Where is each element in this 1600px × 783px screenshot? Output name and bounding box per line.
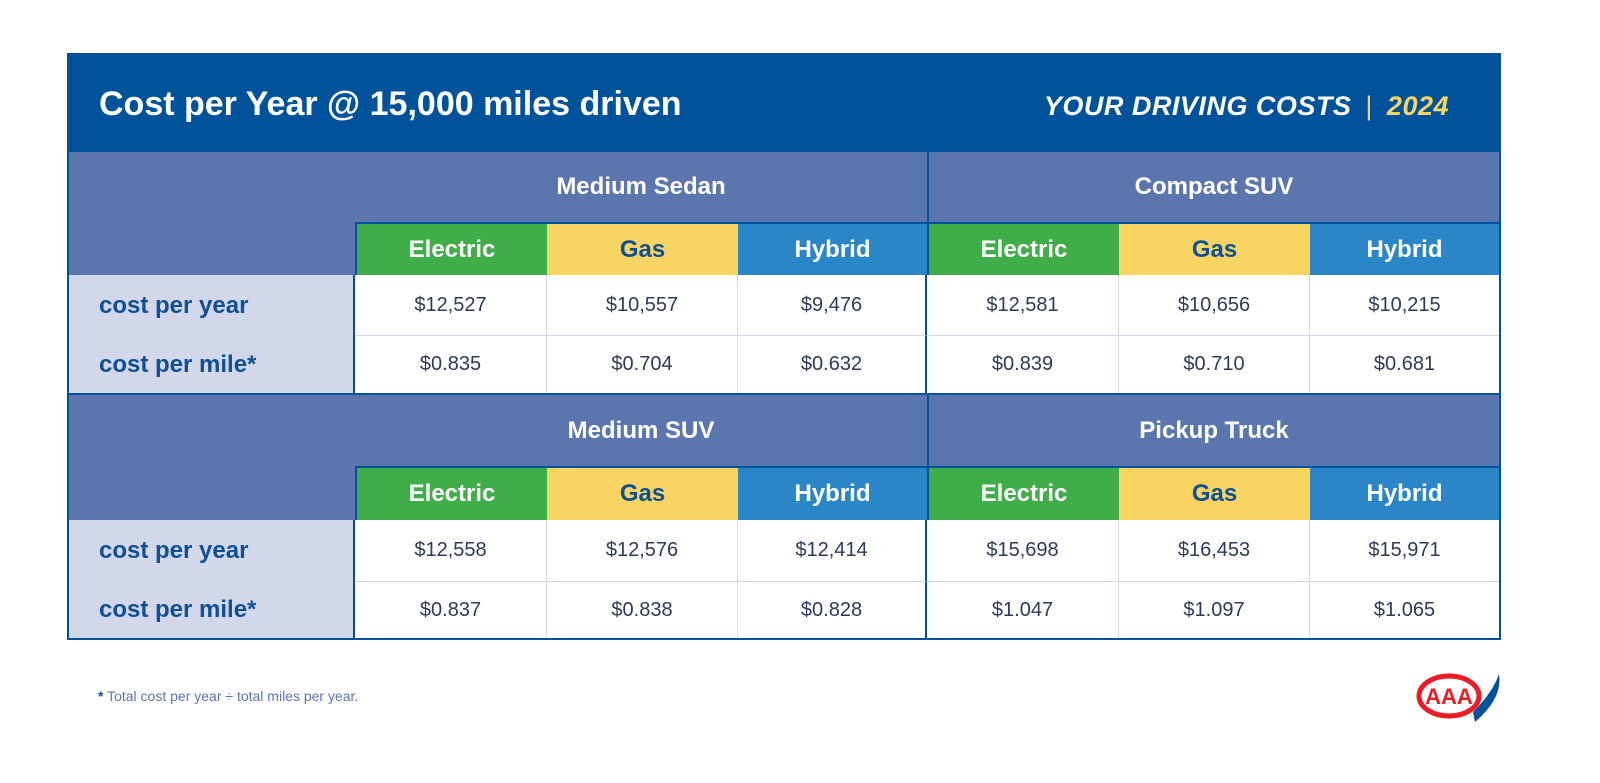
header-spacer: [69, 152, 355, 275]
fuel-type-header: Hybrid: [738, 468, 927, 520]
aaa-logo: AAA: [1416, 673, 1500, 722]
value-cell: $0.839: [927, 336, 1119, 393]
table-header: Cost per Year @ 15,000 miles driven YOUR…: [69, 55, 1499, 152]
fuel-type-header: Gas: [547, 224, 738, 275]
value-cell: $9,476: [738, 275, 927, 336]
value-cell: $10,656: [1119, 275, 1310, 336]
value-cell: $1.097: [1119, 582, 1310, 638]
value-cell: $12,581: [927, 275, 1119, 336]
category-header: Medium SUV: [355, 395, 927, 468]
value-cell: $15,698: [927, 520, 1119, 582]
fuel-type-header: Electric: [355, 468, 547, 520]
fuel-type-header: Electric: [355, 224, 547, 275]
category-header: Compact SUV: [927, 152, 1499, 224]
value-cell: $10,215: [1310, 275, 1499, 336]
value-cell: $12,558: [355, 520, 547, 582]
value-cell: $0.704: [547, 336, 738, 393]
value-cell: $1.047: [927, 582, 1119, 638]
brand-text: YOUR DRIVING COSTS: [1043, 91, 1352, 121]
footnote-mark: *: [98, 688, 104, 704]
table-block: Medium Sedan Compact SUV Electric Gas Hybrid…: [69, 152, 1499, 395]
value-cell: $0.835: [355, 336, 547, 393]
year: 2024: [1386, 91, 1449, 121]
fuel-type-header: Gas: [547, 468, 738, 520]
value-cell: $0.838: [547, 582, 738, 638]
fuel-type-header: Electric: [927, 224, 1119, 275]
value-cell: $12,527: [355, 275, 547, 336]
value-cell: $16,453: [1119, 520, 1310, 582]
value-cell: $0.632: [738, 336, 927, 393]
row-label: cost per year: [69, 520, 355, 582]
footnote: * Total cost per year ÷ total miles per …: [98, 688, 358, 704]
table-block: Medium SUV Pickup Truck Electric Gas Hybrid E…: [69, 395, 1499, 638]
value-cell: $1.065: [1310, 582, 1499, 638]
value-cell: $12,414: [738, 520, 927, 582]
value-cell: $12,576: [547, 520, 738, 582]
row-label: cost per mile*: [69, 336, 355, 393]
brand-banner: YOUR DRIVING COSTS | 2024: [1044, 91, 1449, 122]
cost-table: Cost per Year @ 15,000 miles driven YOUR…: [67, 53, 1501, 640]
value-cell: $0.828: [738, 582, 927, 638]
separator: |: [1365, 91, 1373, 121]
fuel-type-header: Electric: [927, 468, 1119, 520]
category-header: Medium Sedan: [355, 152, 927, 224]
fuel-type-header: Hybrid: [1310, 224, 1499, 275]
category-header: Pickup Truck: [927, 395, 1499, 468]
row-label: cost per year: [69, 275, 355, 336]
header-spacer: [69, 395, 355, 520]
row-label: cost per mile*: [69, 582, 355, 638]
fuel-type-header: Gas: [1119, 224, 1310, 275]
fuel-type-header: Hybrid: [1310, 468, 1499, 520]
value-cell: $0.710: [1119, 336, 1310, 393]
value-cell: $0.837: [355, 582, 547, 638]
value-cell: $0.681: [1310, 336, 1499, 393]
fuel-type-header: Hybrid: [738, 224, 927, 275]
value-cell: $10,557: [547, 275, 738, 336]
value-cell: $15,971: [1310, 520, 1499, 582]
fuel-type-header: Gas: [1119, 468, 1310, 520]
table-body: Medium Sedan Compact SUV Electric Gas Hybrid…: [69, 152, 1499, 638]
footnote-text: Total cost per year ÷ total miles per ye…: [103, 688, 359, 704]
svg-text:AAA: AAA: [1425, 684, 1473, 709]
page-title: Cost per Year @ 15,000 miles driven: [99, 85, 682, 123]
